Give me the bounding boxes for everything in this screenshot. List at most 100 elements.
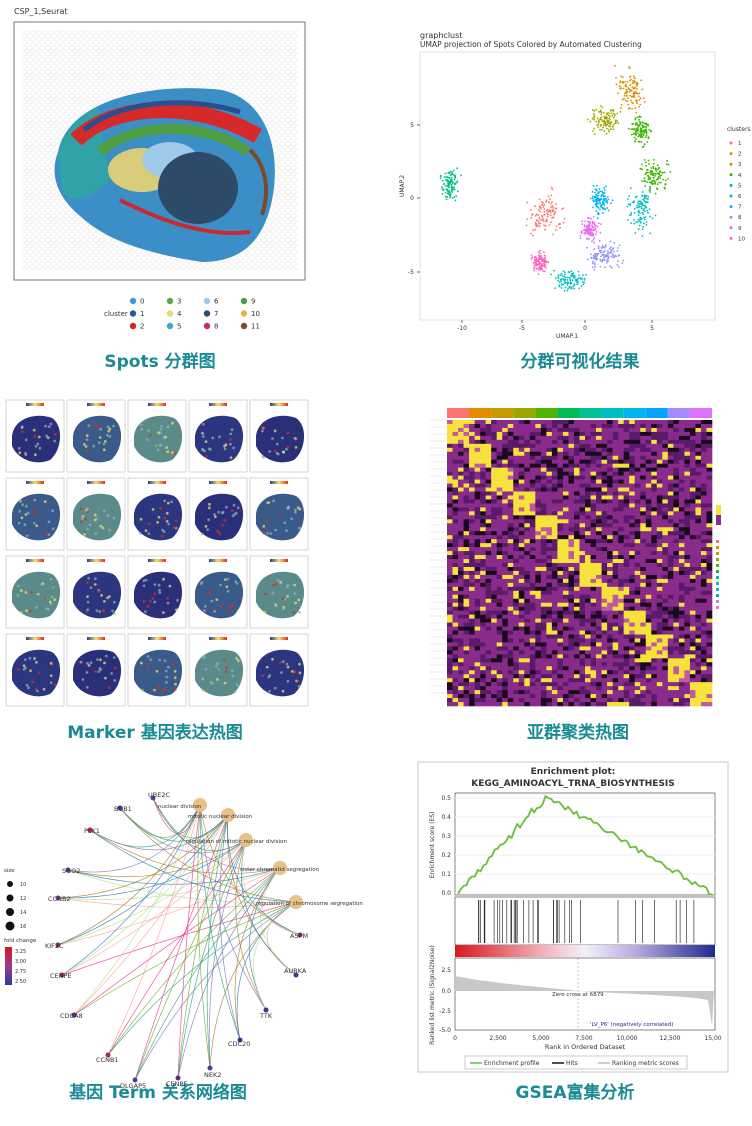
mini-spot (47, 520, 51, 524)
umap-point (601, 254, 604, 257)
mini-spot (202, 609, 206, 612)
heat-cell (474, 479, 481, 484)
heat-cell (452, 590, 459, 596)
heat-cell (629, 471, 636, 476)
heat-cell (623, 531, 630, 536)
heat-cell (618, 606, 624, 611)
umap-point (543, 208, 546, 211)
heat-cell (590, 650, 597, 655)
umap-point (611, 199, 614, 202)
umap-point (559, 226, 561, 229)
heat-cell (645, 602, 652, 607)
heat-cell (667, 503, 674, 508)
heat-cell (496, 598, 503, 604)
legend-label: 8 (214, 323, 218, 331)
heat-cell (656, 519, 663, 524)
heat-cell (502, 479, 509, 484)
umap-point (564, 278, 566, 281)
umap-point (597, 247, 600, 250)
heat-cell (540, 574, 547, 580)
umap-point (634, 196, 637, 199)
heat-cell (518, 602, 525, 607)
umap-point (596, 124, 599, 127)
umap-point (628, 66, 630, 68)
heat-cell (700, 495, 707, 500)
umap-point (642, 226, 645, 228)
heat-cell (612, 590, 619, 596)
heat-cell (491, 483, 497, 488)
heat-cell (673, 626, 680, 631)
heat-cell (502, 582, 509, 588)
umap-point (588, 226, 591, 229)
heat-cell (585, 606, 591, 611)
heat-cell (463, 547, 470, 552)
heat-cell (623, 586, 630, 592)
heat-cell (662, 527, 669, 532)
mini-brain (73, 649, 122, 697)
umap-point (538, 225, 541, 228)
heat-cell (645, 451, 652, 457)
heat-cell (607, 602, 613, 607)
umap-point (606, 207, 609, 209)
heat-cell (662, 590, 669, 596)
umap-point (597, 206, 600, 209)
umap-point (599, 265, 602, 268)
heat-cell (447, 475, 453, 480)
umap-point (608, 125, 610, 127)
heat-cell (474, 420, 481, 425)
heat-cell (590, 606, 597, 611)
heat-cell (496, 455, 503, 461)
mini-spot (204, 440, 208, 443)
heat-cell (546, 439, 553, 445)
umap-point (641, 211, 644, 214)
mini-spot (34, 444, 38, 448)
heat-cell (463, 618, 470, 623)
umap-point (595, 257, 597, 259)
heat-cell (601, 622, 608, 627)
heat-cell (524, 642, 531, 647)
mini-spot (35, 606, 38, 609)
umap-point (582, 274, 584, 276)
heat-cell (524, 455, 531, 461)
heat-cell (700, 451, 707, 457)
heat-cell (640, 431, 647, 437)
heat-cell (474, 547, 481, 552)
heat-cell (557, 594, 564, 600)
umap-point (636, 195, 638, 198)
heat-cell (607, 495, 613, 500)
umap-point (662, 178, 664, 181)
umap-point (664, 183, 667, 186)
heat-cell (485, 606, 492, 611)
heat-cell (656, 515, 663, 520)
heat-cell (551, 423, 558, 429)
heat-cell (469, 451, 475, 457)
heat-cell (673, 471, 680, 476)
umap-point (592, 112, 595, 115)
heat-cell (529, 630, 536, 635)
heat-cell (551, 638, 558, 643)
mini-spot (43, 596, 47, 600)
heat-cell (618, 543, 624, 548)
heat-cell (695, 435, 702, 441)
heat-cell (601, 582, 608, 588)
heat-cell (678, 590, 685, 596)
umap-point (592, 229, 595, 232)
heat-cell (684, 455, 691, 461)
heat-cell (529, 555, 536, 560)
heat-cell (618, 499, 624, 504)
heat-cell (662, 610, 669, 615)
heat-cell (568, 475, 575, 480)
mini-spot (165, 681, 168, 684)
heat-cell (557, 519, 564, 524)
heat-cell (590, 423, 597, 429)
mini-spot (47, 425, 51, 428)
heat-cell (629, 479, 636, 484)
heat-cell (573, 586, 580, 592)
heat-cell (629, 435, 636, 441)
heat-cell (673, 435, 680, 441)
umap-point (611, 125, 614, 128)
heat-cell (540, 670, 547, 675)
heat-cell (568, 626, 575, 631)
heat-cell (629, 594, 636, 600)
